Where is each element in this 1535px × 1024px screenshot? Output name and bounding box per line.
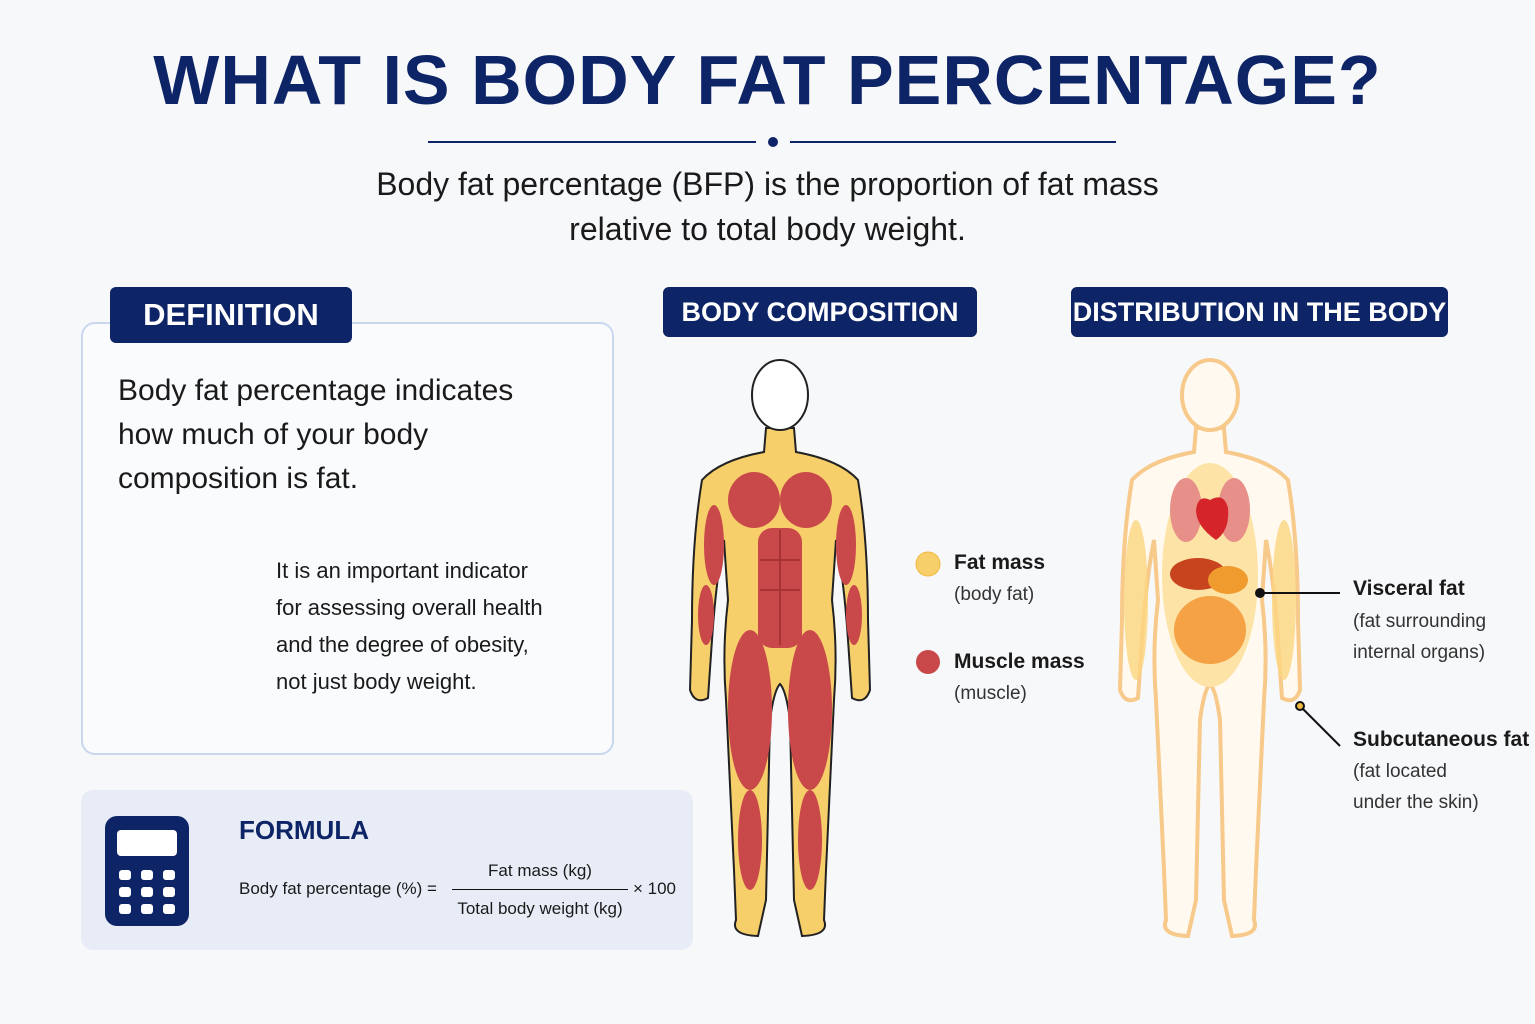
- legend-label: Fat mass: [954, 551, 1046, 574]
- subtitle: relative to total body weight.: [569, 211, 966, 247]
- pointer-lines: [1255, 588, 1341, 747]
- callout-detail: under the skin): [1353, 792, 1479, 813]
- formula-lhs: Body fat percentage (%) =: [239, 879, 437, 898]
- callout-detail: (fat surrounding: [1353, 611, 1487, 632]
- legend-detail: (muscle): [954, 683, 1027, 704]
- callout-detail: (fat located: [1353, 761, 1447, 782]
- text-line: not just body weight.: [276, 669, 477, 694]
- fraction-bar: [452, 889, 628, 890]
- formula-numerator: Fat mass (kg): [488, 861, 592, 880]
- definition-card: [81, 322, 614, 755]
- callout-label: Visceral fat: [1353, 577, 1465, 600]
- formula-multiplier: × 100: [633, 879, 677, 898]
- callout-detail: internal organs): [1353, 642, 1486, 663]
- divider: [428, 137, 1116, 147]
- formula-heading: FORMULA: [239, 815, 369, 845]
- distribution-figure: [1118, 358, 1302, 938]
- text-line: Body fat percentage indicates: [118, 374, 514, 407]
- subtitle: Body fat percentage (BFP) is the proport…: [376, 166, 1159, 202]
- definition-heading: DEFINITION: [110, 287, 352, 343]
- legend-swatches: [915, 551, 941, 674]
- title: WHAT IS BODY FAT PERCENTAGE?: [153, 41, 1382, 119]
- distribution-heading: DISTRIBUTION IN THE BODY: [1071, 287, 1448, 337]
- text-line: composition is fat.: [118, 462, 359, 495]
- text-line: It is an important indicator: [276, 558, 528, 583]
- calculator-icon: [105, 816, 189, 926]
- callout-label: Subcutaneous fat: [1353, 728, 1530, 751]
- text-line: how much of your body: [118, 418, 429, 451]
- composition-heading: BODY COMPOSITION: [663, 287, 977, 337]
- composition-figure: [689, 359, 871, 937]
- text-line: for assessing overall health: [276, 595, 543, 620]
- legend-detail: (body fat): [954, 584, 1035, 605]
- formula-denominator: Total body weight (kg): [457, 899, 623, 918]
- definition-text: Body fat percentage indicates how much o…: [118, 369, 513, 501]
- definition-note: It is an important indicator for assessi…: [276, 552, 543, 700]
- legend-label: Muscle mass: [954, 650, 1085, 673]
- text-line: and the degree of obesity,: [276, 632, 529, 657]
